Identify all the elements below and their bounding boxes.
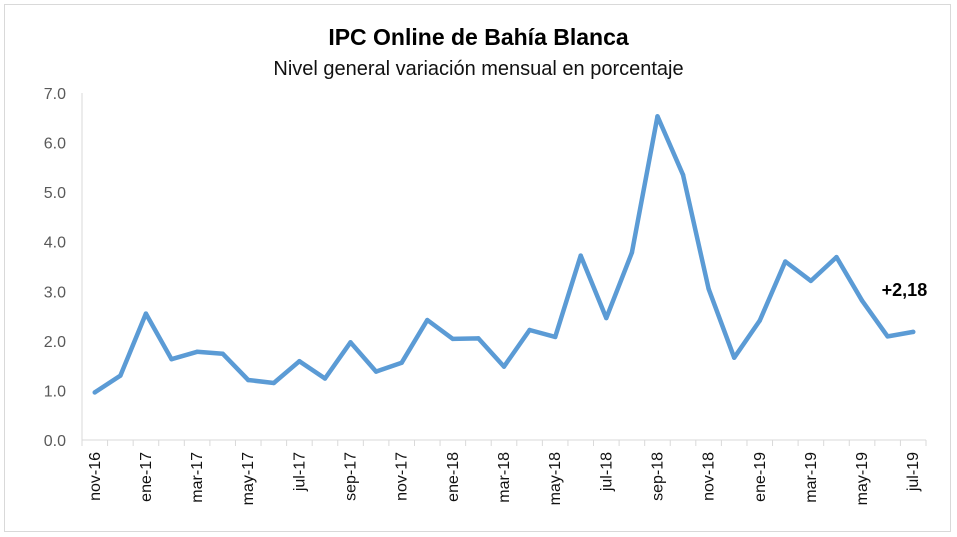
- y-tick-label: 4.0: [44, 235, 66, 252]
- last-value-annotation: +2,18: [882, 280, 928, 300]
- x-tick-label: nov-16: [87, 452, 104, 501]
- data-point: [680, 172, 686, 177]
- data-point: [911, 329, 916, 335]
- x-tick-label: ene-17: [138, 452, 155, 502]
- y-tick-label: 2.0: [44, 334, 66, 351]
- data-point: [194, 349, 200, 354]
- x-tick-label: mar-17: [189, 452, 206, 503]
- data-point: [450, 336, 456, 342]
- x-tick-label: may-19: [854, 452, 871, 505]
- data-point: [425, 317, 430, 323]
- y-tick-label: 5.0: [44, 185, 66, 202]
- data-point: [246, 377, 251, 383]
- chart-title: IPC Online de Bahía Blanca: [328, 24, 629, 50]
- x-tick-label: sep-17: [343, 452, 360, 501]
- data-point: [629, 250, 635, 255]
- data-point: [169, 356, 174, 362]
- data-point: [92, 390, 97, 395]
- x-tick-label: may-17: [240, 452, 257, 505]
- data-point: [501, 364, 507, 369]
- x-tick-label: jul-17: [291, 452, 308, 492]
- x-tick-label: may-18: [547, 452, 564, 505]
- data-point: [808, 278, 814, 284]
- data-point: [783, 259, 788, 264]
- data-point: [297, 358, 302, 364]
- x-tick-label: mar-18: [496, 452, 513, 503]
- data-point: [373, 369, 379, 374]
- y-axis: 0.0 1.0 2.0 3.0 4.0 5.0 6.0 7.0: [44, 86, 83, 450]
- y-tick-label: 0.0: [44, 433, 66, 450]
- data-point: [731, 355, 737, 360]
- data-point: [399, 360, 404, 365]
- x-tick-label: mar-19: [803, 452, 820, 503]
- x-tick-label: ene-18: [445, 452, 462, 502]
- data-point: [706, 286, 711, 292]
- x-tick-label: jul-18: [598, 452, 615, 492]
- data-point: [604, 315, 609, 321]
- data-point: [143, 311, 149, 316]
- y-tick-label: 1.0: [44, 383, 66, 400]
- data-point: [118, 373, 123, 378]
- y-tick-label: 3.0: [44, 284, 66, 301]
- data-point: [552, 334, 558, 340]
- y-tick-label: 6.0: [44, 136, 66, 153]
- chart-subtitle: Nivel general variación mensual en porce…: [273, 58, 684, 80]
- data-point: [757, 318, 762, 323]
- x-axis: nov-16 ene-17 mar-17 may-17 jul-17 sep-17 nov-…: [81, 439, 927, 505]
- y-tick-label: 7.0: [44, 86, 66, 103]
- data-point: [834, 254, 839, 260]
- data-point: [578, 253, 583, 258]
- data-point: [476, 336, 481, 341]
- data-point: [885, 334, 890, 339]
- data-point: [527, 327, 532, 333]
- chart-frame: [4, 4, 951, 532]
- x-tick-label: jul-19: [905, 452, 922, 492]
- data-point: [322, 376, 328, 381]
- series-layer: [92, 114, 916, 395]
- data-point: [655, 114, 660, 119]
- data-point: [348, 340, 353, 345]
- series-line: [92, 114, 916, 395]
- x-tick-label: sep-18: [649, 452, 666, 501]
- x-tick-label: nov-17: [394, 452, 411, 501]
- x-tick-label: ene-19: [752, 452, 769, 502]
- data-point: [859, 298, 865, 303]
- data-point: [220, 351, 225, 356]
- x-tick-label: nov-18: [701, 452, 718, 501]
- data-point: [271, 380, 277, 386]
